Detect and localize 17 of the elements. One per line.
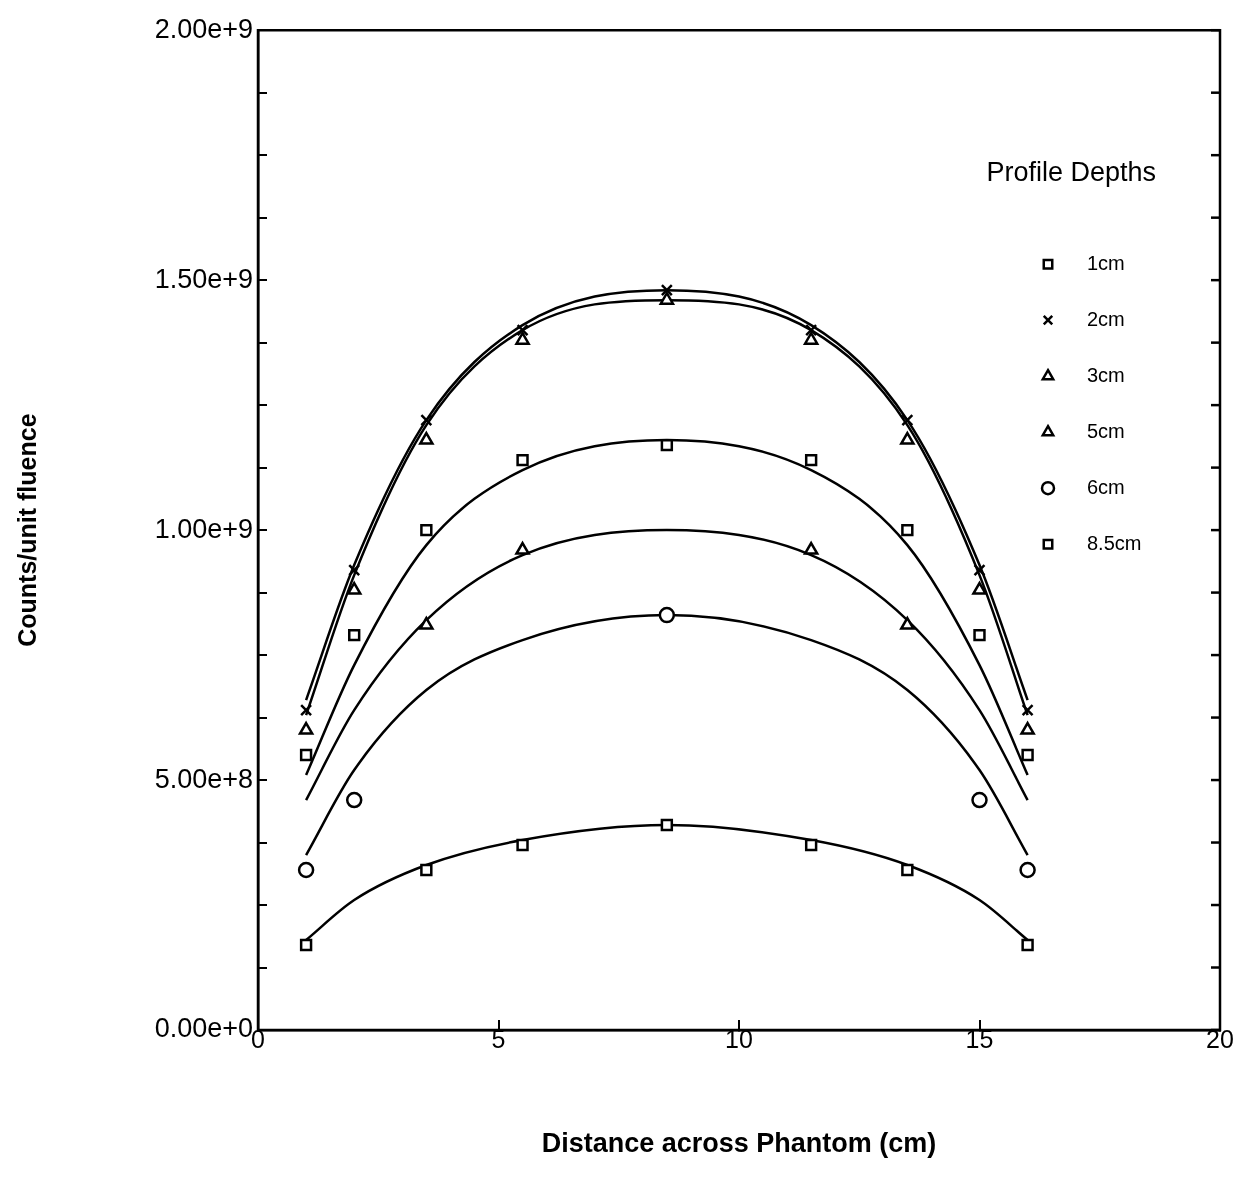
legend-label: 6cm xyxy=(1087,475,1125,498)
x-tick-label: 0 xyxy=(251,1024,265,1053)
y-tick-label: 2.00e+9 xyxy=(154,13,253,44)
legend-label: 2cm xyxy=(1087,307,1125,330)
legend-label: 1cm xyxy=(1087,251,1125,274)
y-tick-label: 0.00e+0 xyxy=(154,1013,253,1044)
y-tick-label: 5.00e+8 xyxy=(154,763,253,794)
y-tick-label: 1.50e+9 xyxy=(154,263,253,294)
legend-label: 8.5cm xyxy=(1087,531,1142,554)
legend-label: 5cm xyxy=(1087,419,1125,442)
legend-label: 3cm xyxy=(1087,363,1125,386)
y-axis-title: Counts/unit fluence xyxy=(12,413,41,647)
legend-title: Profile Depths xyxy=(986,156,1156,187)
x-tick-label: 10 xyxy=(725,1024,753,1053)
x-tick-label: 20 xyxy=(1206,1024,1234,1053)
y-tick-label: 1.00e+9 xyxy=(154,513,253,544)
x-axis-title: Distance across Phantom (cm) xyxy=(541,1128,937,1159)
